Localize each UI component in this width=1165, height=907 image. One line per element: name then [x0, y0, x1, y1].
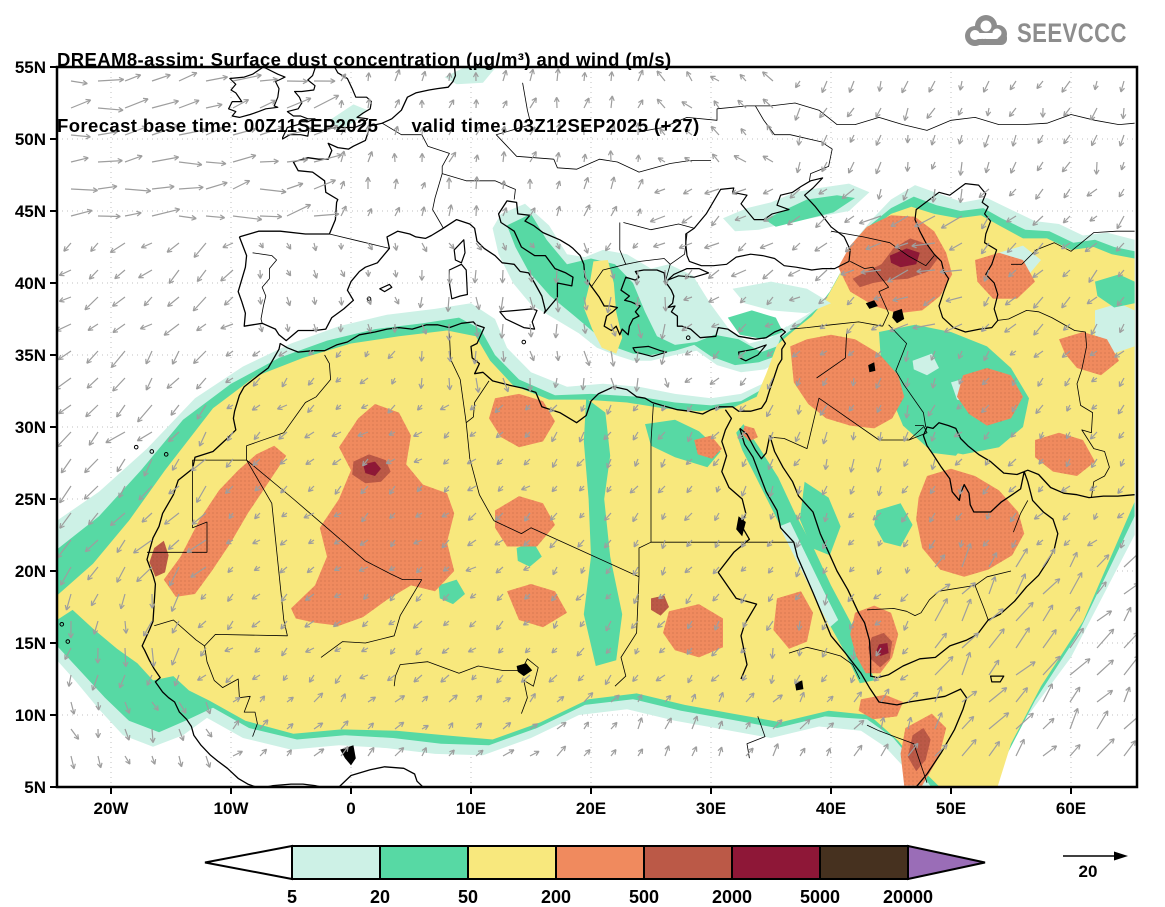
- wind-reference-label: 20: [1079, 862, 1098, 881]
- lon-tick-label: 20W: [94, 799, 130, 818]
- dust-contours-layer: [57, 67, 1135, 787]
- svg-text:»: »: [981, 33, 988, 48]
- lat-tick-label: 30N: [15, 418, 46, 437]
- colorbar-level-label: 2000: [712, 887, 752, 907]
- logo-text: SEEVCCC: [1016, 17, 1127, 48]
- colorbar-level-label: 200: [541, 887, 571, 907]
- lat-tick-label: 10N: [15, 706, 46, 725]
- colorbar-level-label: 500: [629, 887, 659, 907]
- title-line2: Forecast base time: 00Z11SEP2025 valid t…: [57, 115, 700, 136]
- seevccc-logo: » SEEVCCC: [959, 12, 1151, 54]
- lat-tick-label: 55N: [15, 58, 46, 77]
- cloud-icon: »: [964, 15, 1007, 48]
- lat-tick-label: 15N: [15, 634, 46, 653]
- lon-tick-label: 0: [346, 799, 355, 818]
- lon-tick-label: 40E: [816, 799, 846, 818]
- lon-tick-label: 30E: [696, 799, 726, 818]
- axes-layer: 55N 50N 45N 40N 35N 30N 25N 20N 15N 10N 5N 20W 10W 0 1…: [15, 58, 1139, 818]
- lat-tick-label: 20N: [15, 562, 46, 581]
- colorbar-level-label: 50: [458, 887, 478, 907]
- colorbar-level-label: 20: [370, 887, 390, 907]
- lat-tick-label: 25N: [15, 490, 46, 509]
- lat-tick-label: 5N: [24, 778, 46, 797]
- lon-tick-label: 60E: [1056, 799, 1086, 818]
- lat-tick-label: 40N: [15, 274, 46, 293]
- lon-tick-label: 10W: [214, 799, 250, 818]
- wind-vectors-layer: [57, 68, 1137, 770]
- title-line1: DREAM8-assim: Surface dust concentration…: [57, 49, 672, 70]
- lon-tick-label: 50E: [936, 799, 966, 818]
- wind-reference: 20: [1063, 851, 1128, 881]
- colorbar: 5 20 50 200 500 2000 5000 20000: [204, 844, 986, 907]
- lat-tick-label: 35N: [15, 346, 46, 365]
- colorbar-level-label: 5000: [800, 887, 840, 907]
- lat-tick-label: 50N: [15, 130, 46, 149]
- lon-tick-label: 20E: [576, 799, 606, 818]
- lat-tick-label: 45N: [15, 202, 46, 221]
- plot-title: DREAM8-assim: Surface dust concentration…: [57, 5, 700, 181]
- colorbar-level-label: 20000: [883, 887, 933, 907]
- lon-tick-label: 10E: [456, 799, 486, 818]
- geography-layer: [59, 67, 1135, 787]
- colorbar-level-label: 5: [287, 887, 297, 907]
